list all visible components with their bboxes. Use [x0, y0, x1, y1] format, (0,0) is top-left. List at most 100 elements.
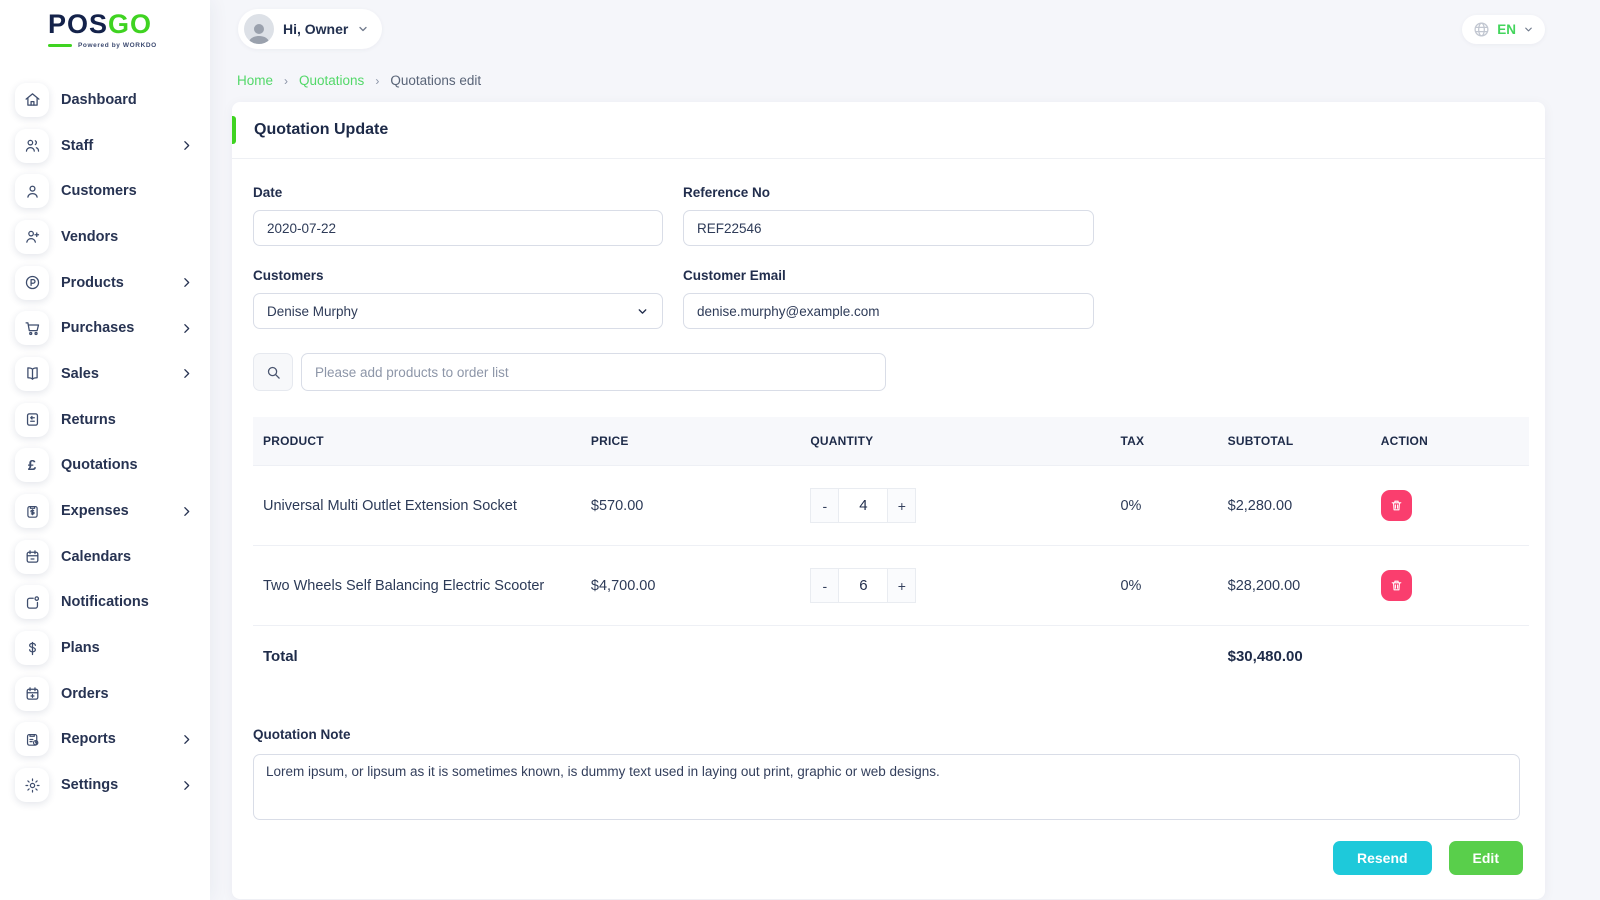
breadcrumb-separator: › [375, 73, 380, 88]
quantity-stepper: - 6 + [810, 568, 917, 603]
customers-selected-value: Denise Murphy [267, 303, 358, 319]
quantity-value[interactable]: 4 [839, 488, 888, 523]
pound-icon: £ [15, 448, 49, 483]
brand-name-primary: POS [48, 9, 109, 39]
quantity-increment-button[interactable]: + [887, 568, 917, 603]
cart-icon [15, 311, 49, 346]
user-plus-icon [15, 219, 49, 254]
date-input[interactable] [253, 210, 663, 246]
sidebar-item-label: Plans [61, 640, 100, 657]
quantity-stepper: - 4 + [810, 488, 917, 523]
language-selector[interactable]: EN [1462, 14, 1545, 44]
email-field[interactable] [683, 293, 1094, 329]
quotation-note-textarea[interactable]: Lorem ipsum, or lipsum as it is sometime… [253, 754, 1520, 820]
brand-tagline: Powered by WORKDO [48, 42, 210, 49]
quantity-value[interactable]: 6 [839, 568, 888, 603]
quantity-increment-button[interactable]: + [887, 488, 917, 523]
breadcrumb-current: Quotations edit [390, 73, 482, 88]
sidebar-item-expenses[interactable]: Expenses [15, 488, 198, 534]
user-avatar [244, 14, 274, 44]
table-header-row: PRODUCT PRICE QUANTITY TAX SUBTOTAL ACTI… [253, 417, 1529, 466]
reference-input[interactable] [683, 210, 1094, 246]
book-icon [15, 356, 49, 391]
product-search-row [253, 353, 1529, 391]
user-icon [15, 174, 49, 209]
table-row: Two Wheels Self Balancing Electric Scoot… [253, 545, 1529, 626]
sidebar-item-label: Expenses [61, 503, 129, 520]
sidebar-item-purchases[interactable]: Purchases [15, 305, 198, 351]
sidebar: POSGO Powered by WORKDO Dashboard Staff … [0, 0, 210, 900]
trash-icon [1391, 500, 1402, 511]
sidebar-item-settings[interactable]: Settings [15, 762, 198, 808]
sidebar-item-vendors[interactable]: Vendors [15, 214, 198, 260]
sidebar-item-products[interactable]: Products [15, 260, 198, 306]
quotation-update-card: Quotation Update Date Reference No Custo… [232, 102, 1545, 899]
quantity-decrement-button[interactable]: - [810, 488, 840, 523]
reference-label: Reference No [683, 185, 771, 200]
report-clipboard-icon [15, 722, 49, 757]
brand-logo[interactable]: POSGO Powered by WORKDO [0, 0, 210, 49]
return-document-icon [15, 402, 49, 437]
edit-button[interactable]: Edit [1448, 841, 1523, 875]
gear-icon [15, 768, 49, 803]
trash-icon [1391, 580, 1402, 591]
breadcrumb-separator: › [284, 73, 289, 88]
product-search-input[interactable] [301, 353, 886, 391]
resend-button[interactable]: Resend [1332, 841, 1432, 875]
delete-row-button[interactable] [1380, 570, 1412, 601]
chevron-right-icon [180, 779, 193, 792]
sidebar-item-dashboard[interactable]: Dashboard [15, 77, 198, 123]
sidebar-item-label: Customers [61, 183, 137, 200]
brand-name-secondary: GO [108, 9, 153, 39]
total-value: $30,480.00 [1227, 648, 1303, 665]
breadcrumb-home-link[interactable]: Home [237, 73, 274, 88]
column-header-tax: TAX [1110, 417, 1218, 466]
sidebar-item-orders[interactable]: Orders [15, 671, 198, 717]
search-button[interactable] [253, 353, 293, 391]
chevron-down-icon [1523, 24, 1534, 35]
breadcrumb-quotations-link[interactable]: Quotations [299, 73, 365, 88]
order-items-table: PRODUCT PRICE QUANTITY TAX SUBTOTAL ACTI… [253, 417, 1529, 687]
delete-row-button[interactable] [1380, 490, 1412, 521]
chevron-down-icon [357, 23, 369, 35]
sidebar-item-quotations[interactable]: £ Quotations [15, 443, 198, 489]
chevron-down-icon [636, 305, 649, 318]
date-field-group: Date [253, 185, 663, 246]
total-label: Total [263, 648, 298, 665]
sidebar-item-returns[interactable]: Returns [15, 397, 198, 443]
globe-icon [1473, 21, 1490, 38]
subtotal-cell: $2,280.00 [1217, 465, 1371, 546]
sidebar-item-label: Vendors [61, 228, 119, 245]
sidebar-item-customers[interactable]: Customers [15, 168, 198, 214]
column-header-action: ACTION [1370, 417, 1529, 466]
column-header-product: PRODUCT [253, 417, 581, 466]
sidebar-item-staff[interactable]: Staff [15, 123, 198, 169]
sidebar-item-sales[interactable]: Sales [15, 351, 198, 397]
sidebar-item-label: Sales [61, 365, 99, 382]
customers-select[interactable]: Denise Murphy [253, 293, 663, 329]
users-icon [15, 128, 49, 163]
sidebar-item-reports[interactable]: Reports [15, 717, 198, 763]
sidebar-item-notifications[interactable]: Notifications [15, 580, 198, 626]
card-accent-bar [232, 116, 236, 144]
quotation-note-label: Quotation Note [253, 727, 351, 742]
product-circle-icon [15, 265, 49, 300]
email-label: Customer Email [683, 268, 786, 283]
sidebar-item-plans[interactable]: Plans [15, 625, 198, 671]
sidebar-item-label: Purchases [61, 320, 135, 337]
total-row: Total $30,480.00 [253, 626, 1529, 688]
user-menu[interactable]: Hi, Owner [238, 9, 383, 49]
expense-clipboard-icon [15, 494, 49, 529]
user-greeting: Hi, Owner [283, 21, 349, 37]
tax-cell: 0% [1110, 545, 1218, 626]
chevron-right-icon [180, 733, 193, 746]
sidebar-item-label: Reports [61, 731, 116, 748]
quantity-decrement-button[interactable]: - [810, 568, 840, 603]
calendar-plus-icon [15, 676, 49, 711]
language-label: EN [1497, 21, 1516, 37]
customers-field-group: Customers Denise Murphy [253, 268, 663, 329]
chevron-right-icon [180, 505, 193, 518]
sidebar-item-calendars[interactable]: Calendars [15, 534, 198, 580]
home-icon [15, 82, 49, 117]
breadcrumb: Home › Quotations › Quotations edit [237, 73, 1545, 88]
